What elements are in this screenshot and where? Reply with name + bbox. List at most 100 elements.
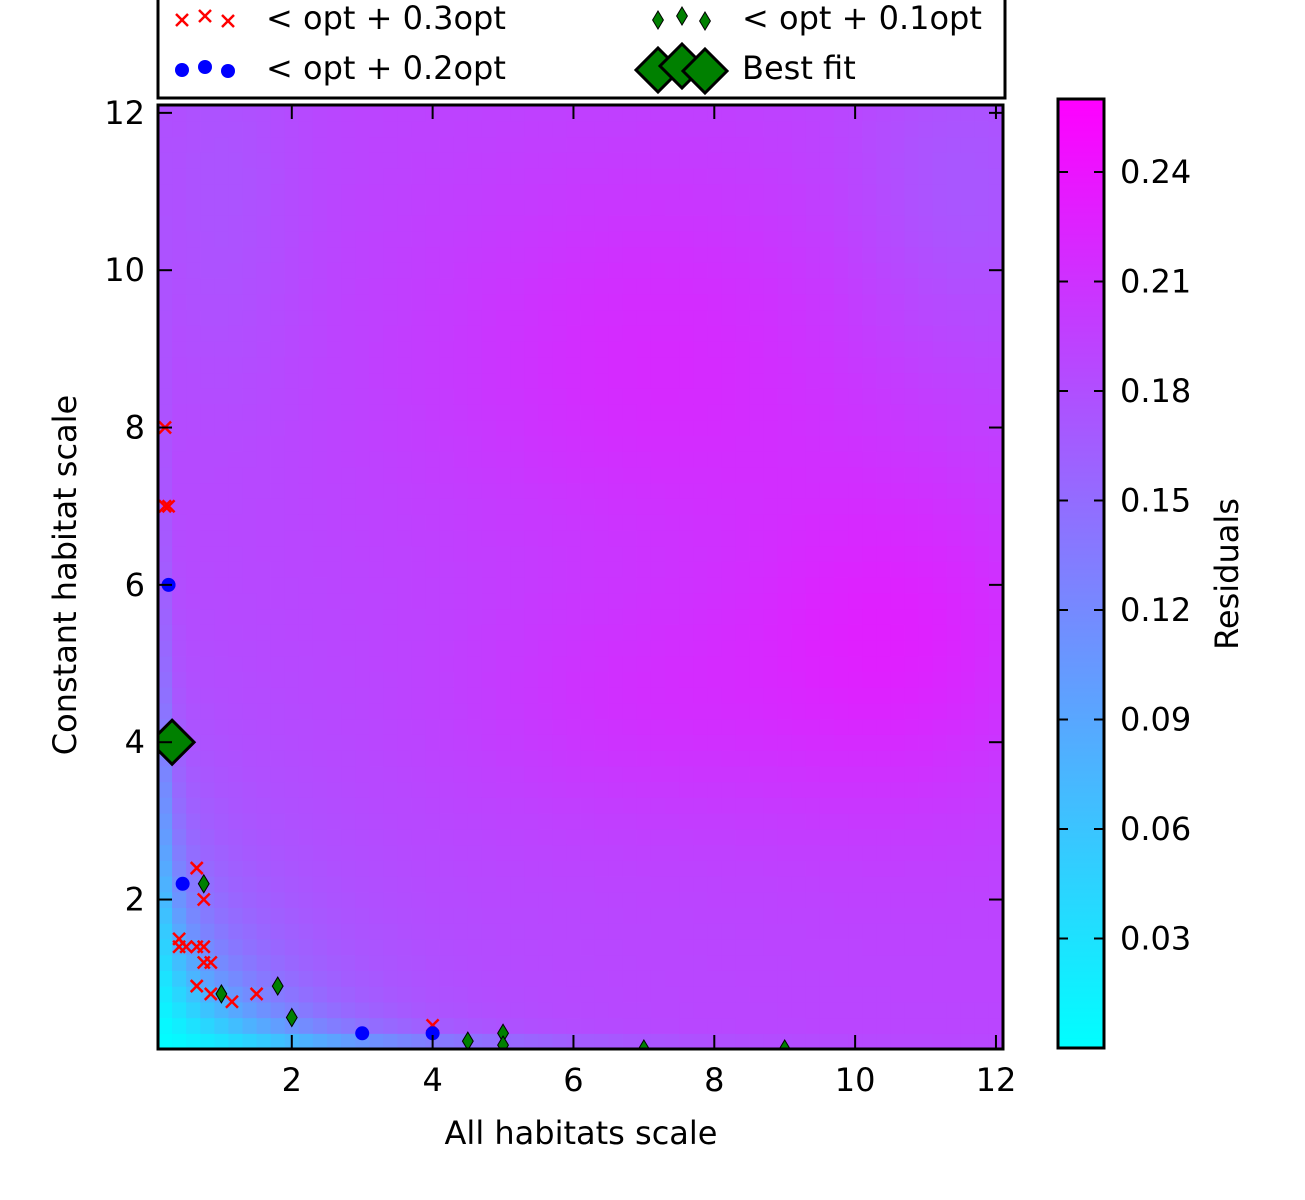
heatmap-cell bbox=[636, 891, 652, 908]
heatmap-cell bbox=[862, 624, 877, 641]
heatmap-cell bbox=[749, 765, 765, 783]
heatmap-cell bbox=[974, 844, 990, 861]
heatmap-cell bbox=[312, 482, 328, 499]
heatmap-cell bbox=[270, 514, 286, 531]
heatmap-cell bbox=[510, 1001, 525, 1019]
heatmap-cell bbox=[834, 718, 849, 735]
point-02opt bbox=[425, 1026, 440, 1041]
heatmap-cell bbox=[228, 608, 244, 625]
heatmap-cell bbox=[763, 844, 779, 861]
heatmap-cell bbox=[876, 293, 891, 311]
heatmap-cell bbox=[848, 813, 863, 830]
heatmap-cell bbox=[552, 403, 568, 421]
heatmap-cell bbox=[270, 687, 286, 704]
heatmap-cell bbox=[721, 655, 737, 672]
heatmap-cell bbox=[876, 750, 891, 767]
heatmap-cell bbox=[763, 702, 779, 720]
heatmap-cell bbox=[425, 403, 441, 421]
heatmap-cell bbox=[369, 136, 384, 153]
heatmap-cell bbox=[876, 671, 891, 688]
heatmap-cell bbox=[693, 545, 708, 562]
heatmap-cell bbox=[988, 341, 1003, 358]
heatmap-cell bbox=[693, 120, 708, 138]
heatmap-cell bbox=[749, 356, 765, 374]
heatmap-cell bbox=[580, 608, 596, 625]
heatmap-cell bbox=[890, 655, 906, 672]
heatmap-cell bbox=[650, 891, 666, 908]
heatmap-cell bbox=[622, 230, 638, 248]
heatmap-cell bbox=[735, 498, 751, 515]
heatmap-cell bbox=[791, 341, 807, 358]
heatmap-cell bbox=[228, 734, 244, 751]
heatmap-cell bbox=[862, 215, 877, 232]
heatmap-cell bbox=[270, 403, 286, 421]
heatmap-cell bbox=[369, 986, 384, 1003]
heatmap-cell bbox=[904, 828, 920, 846]
heatmap-cell bbox=[946, 1033, 962, 1049]
heatmap-cell bbox=[636, 372, 652, 389]
heatmap-cell bbox=[453, 435, 469, 452]
heatmap-cell bbox=[707, 561, 722, 578]
heatmap-cell bbox=[510, 215, 525, 232]
heatmap-cell bbox=[665, 105, 680, 122]
heatmap-cell bbox=[862, 592, 877, 610]
heatmap-cell bbox=[270, 844, 286, 861]
heatmap-cell bbox=[496, 451, 511, 468]
heatmap-cell bbox=[566, 781, 582, 798]
heatmap-cell bbox=[735, 765, 751, 783]
heatmap-cell bbox=[665, 403, 680, 421]
heatmap-cell bbox=[341, 844, 356, 861]
heatmap-cell bbox=[186, 577, 201, 594]
heatmap-cell bbox=[777, 750, 793, 767]
heatmap-cell bbox=[200, 624, 215, 641]
heatmap-cell bbox=[242, 388, 258, 405]
heatmap-cell bbox=[397, 372, 413, 389]
heatmap-cell bbox=[186, 875, 201, 893]
heatmap-cell bbox=[679, 986, 694, 1003]
heatmap-cell bbox=[383, 655, 399, 672]
heatmap-cell bbox=[735, 655, 751, 672]
heatmap-cell bbox=[439, 451, 455, 468]
heatmap-cell bbox=[707, 938, 722, 956]
heatmap-cell bbox=[256, 152, 272, 169]
heatmap-cell bbox=[665, 545, 680, 562]
heatmap-cell bbox=[186, 466, 201, 484]
heatmap-cell bbox=[791, 765, 807, 783]
heatmap-cell bbox=[904, 561, 920, 578]
heatmap-cell bbox=[848, 860, 863, 877]
heatmap-cell bbox=[552, 372, 568, 389]
heatmap-cell bbox=[721, 970, 737, 987]
heatmap-cell bbox=[974, 1017, 990, 1034]
heatmap-cell bbox=[467, 451, 483, 468]
heatmap-cell bbox=[425, 750, 441, 767]
heatmap-cell bbox=[904, 923, 920, 940]
heatmap-cell bbox=[890, 262, 906, 279]
heatmap-cell bbox=[411, 152, 427, 169]
heatmap-cell bbox=[608, 765, 624, 783]
heatmap-cell bbox=[622, 671, 638, 688]
heatmap-cell bbox=[510, 860, 525, 877]
heatmap-cell bbox=[383, 577, 399, 594]
heatmap-cell bbox=[270, 938, 286, 956]
heatmap-cell bbox=[608, 750, 624, 767]
heatmap-cell bbox=[974, 482, 990, 499]
heatmap-cell bbox=[636, 545, 652, 562]
heatmap-cell bbox=[974, 230, 990, 248]
heatmap-cell bbox=[566, 498, 582, 515]
heatmap-cell bbox=[200, 577, 215, 594]
heatmap-cell bbox=[439, 293, 455, 311]
heatmap-cell bbox=[693, 702, 708, 720]
heatmap-cell bbox=[312, 152, 328, 169]
heatmap-cell bbox=[819, 875, 835, 893]
heatmap-cell bbox=[693, 986, 708, 1003]
heatmap-cell bbox=[200, 986, 215, 1003]
heatmap-cell bbox=[552, 828, 568, 846]
heatmap-cell bbox=[693, 781, 708, 798]
heatmap-cell bbox=[777, 1017, 793, 1034]
heatmap-cell bbox=[707, 970, 722, 987]
heatmap-cell bbox=[496, 136, 511, 153]
heatmap-cell bbox=[679, 891, 694, 908]
heatmap-cell bbox=[918, 844, 934, 861]
heatmap-cell bbox=[735, 860, 751, 877]
heatmap-cell bbox=[158, 529, 173, 547]
